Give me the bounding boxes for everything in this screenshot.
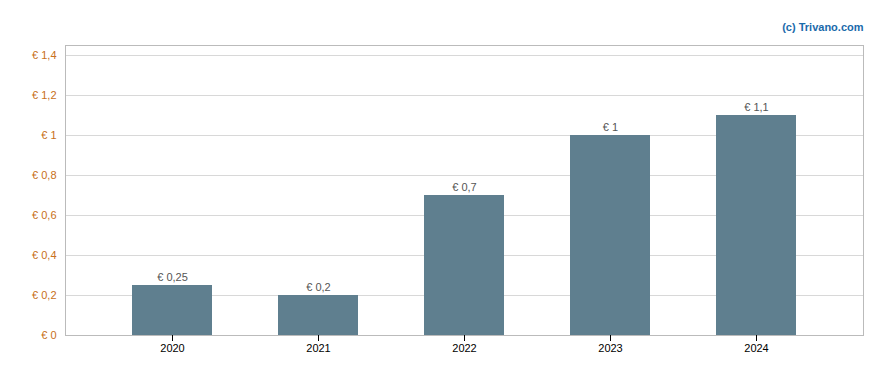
svg-text:€ 1: € 1 (603, 121, 618, 133)
svg-text:€ 0,2: € 0,2 (32, 289, 56, 301)
svg-text:€ 0,4: € 0,4 (32, 249, 56, 261)
svg-text:€ 0,25: € 0,25 (157, 271, 188, 283)
svg-text:2021: 2021 (306, 342, 330, 354)
svg-text:2023: 2023 (598, 342, 622, 354)
svg-text:€ 0,8: € 0,8 (32, 169, 56, 181)
svg-text:€ 0: € 0 (41, 329, 56, 341)
svg-text:€ 1,2: € 1,2 (32, 89, 56, 101)
svg-text:€ 1,4: € 1,4 (32, 49, 56, 61)
svg-text:€ 1,1: € 1,1 (744, 101, 768, 113)
svg-text:2020: 2020 (160, 342, 184, 354)
svg-text:€ 1: € 1 (41, 129, 56, 141)
svg-text:(c) Trivano.com: (c) Trivano.com (782, 21, 864, 33)
svg-text:2022: 2022 (452, 342, 476, 354)
svg-text:€ 0,6: € 0,6 (32, 209, 56, 221)
svg-text:€ 0,7: € 0,7 (452, 181, 476, 193)
svg-text:2024: 2024 (744, 342, 768, 354)
svg-text:€ 0,2: € 0,2 (306, 281, 330, 293)
